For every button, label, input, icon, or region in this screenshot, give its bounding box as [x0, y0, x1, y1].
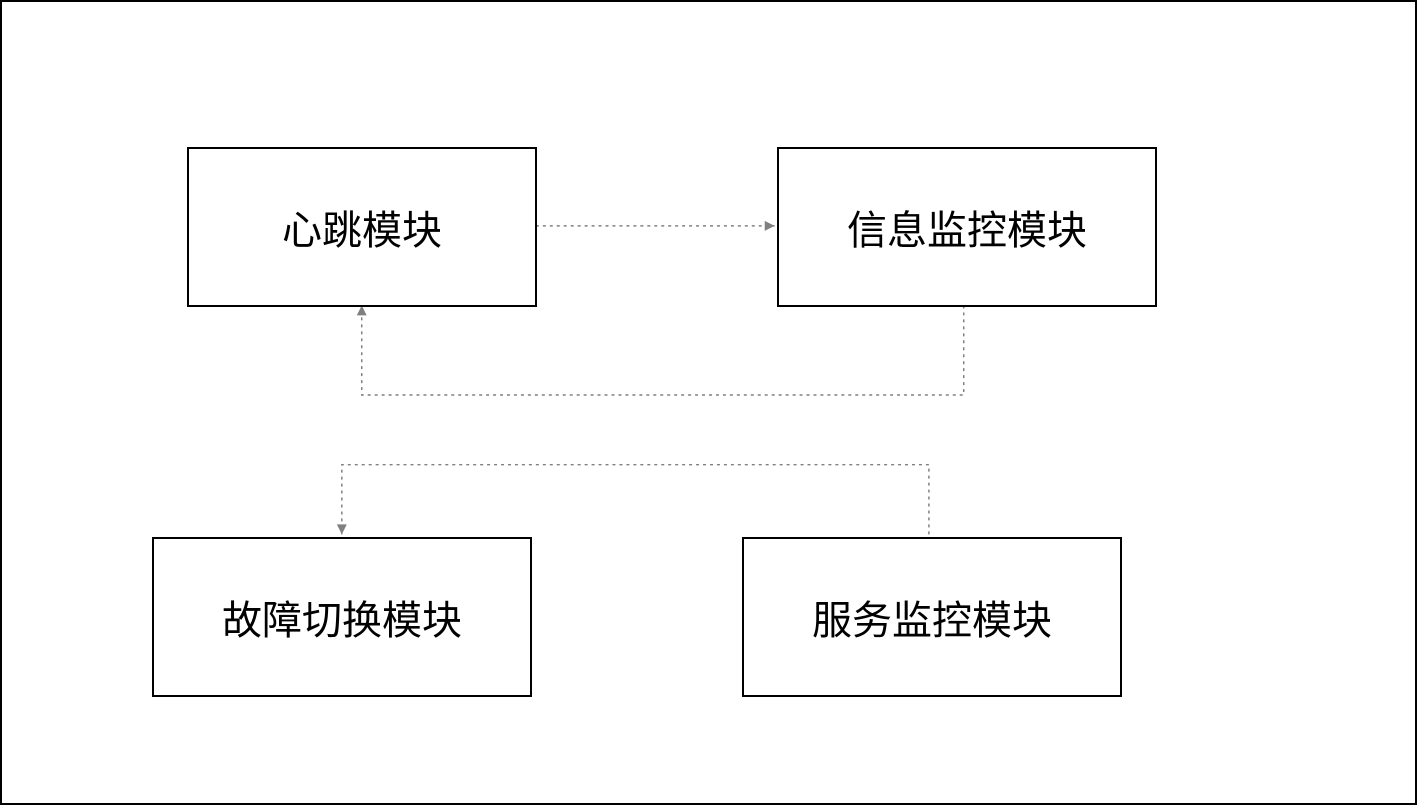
node-label-heartbeat: 心跳模块 [282, 198, 442, 256]
node-service-monitor: 服务监控模块 [742, 537, 1122, 697]
node-failover: 故障切换模块 [152, 537, 532, 697]
node-label-info-monitor: 信息监控模块 [847, 198, 1087, 256]
node-info-monitor: 信息监控模块 [777, 147, 1157, 307]
node-heartbeat: 心跳模块 [187, 147, 537, 307]
edge-service-to-failover [342, 465, 929, 535]
edge-info-to-heartbeat [362, 305, 964, 395]
diagram-container: 心跳模块 信息监控模块故障切换模块 服务监控模块 [0, 0, 1417, 805]
node-label-service-monitor: 服务监控模块 [812, 588, 1052, 646]
node-label-failover: 故障切换模块 [222, 588, 462, 646]
